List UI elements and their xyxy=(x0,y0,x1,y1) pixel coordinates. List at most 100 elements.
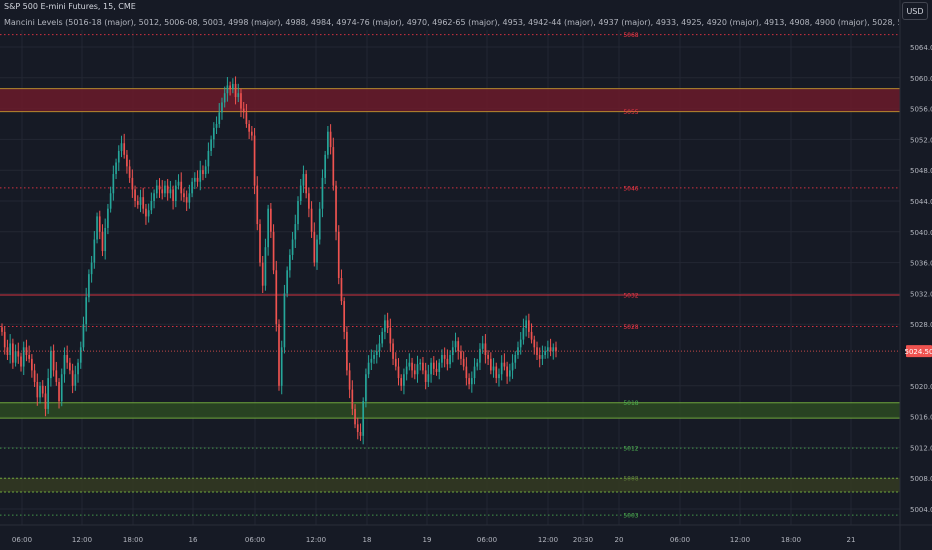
candle-body xyxy=(340,278,343,302)
x-tick-label: 06:00 xyxy=(477,536,497,544)
candle-body xyxy=(231,83,234,90)
candle-body xyxy=(20,356,22,367)
candle-body xyxy=(180,181,183,194)
candle-body xyxy=(210,139,212,151)
candle-body xyxy=(58,381,60,402)
candle-body xyxy=(305,174,307,194)
candle-body xyxy=(544,351,546,355)
candle-body xyxy=(297,201,299,225)
candle-body xyxy=(386,320,389,329)
candle-body xyxy=(191,181,193,194)
currency-button[interactable]: USD xyxy=(902,2,928,20)
x-tick-label: 06:00 xyxy=(670,536,690,544)
level-label: 5046 xyxy=(623,185,638,192)
candle-body xyxy=(158,185,161,190)
level-label: 5008 xyxy=(623,476,638,483)
candle-body xyxy=(22,347,25,367)
x-tick-label: 06:00 xyxy=(12,536,32,544)
candle-body xyxy=(519,339,522,348)
y-tick-label: 5044.00 xyxy=(910,198,932,206)
candle-body xyxy=(248,124,250,132)
x-tick-label: 12:00 xyxy=(730,536,750,544)
time-axis[interactable]: 06:00 12:00 18:00 16 06:00 12:00 18 19 06:00 12:0… xyxy=(0,524,932,544)
candle-body xyxy=(481,343,484,349)
candle-body xyxy=(479,348,481,363)
candle-body xyxy=(223,93,226,103)
candle-body xyxy=(98,216,101,232)
candle-body xyxy=(50,351,52,379)
candle-body xyxy=(541,355,544,359)
candle-body xyxy=(142,197,145,209)
level-label: 5068 xyxy=(623,32,638,39)
candle-body xyxy=(362,401,365,436)
candle-body xyxy=(343,301,346,332)
candle-body xyxy=(93,239,96,263)
candle-body xyxy=(408,362,411,367)
candle-body xyxy=(335,185,337,232)
candle-body xyxy=(294,224,297,240)
symbol-title[interactable]: S&P 500 E-mini Futures, 15, CME xyxy=(4,2,136,11)
candle-body xyxy=(60,374,63,402)
level-label: 5028 xyxy=(623,324,638,331)
candle-body xyxy=(1,327,3,332)
candle-body xyxy=(193,177,196,182)
candle-body xyxy=(52,351,55,371)
x-tick-label: 19 xyxy=(423,536,432,544)
candle-body xyxy=(552,347,555,352)
candle-body xyxy=(39,385,41,398)
candle-body xyxy=(462,358,465,367)
candle-body xyxy=(71,370,74,386)
candle-body xyxy=(316,239,318,263)
candle-body xyxy=(134,189,136,201)
candle-body xyxy=(419,362,422,365)
candle-body xyxy=(394,358,397,367)
candle-body xyxy=(514,355,517,363)
candle-body xyxy=(9,343,11,355)
y-tick-label: 5052.00 xyxy=(910,136,932,144)
x-tick-label: 18:00 xyxy=(781,536,801,544)
candle-body xyxy=(117,150,120,163)
candle-body xyxy=(185,197,188,203)
candle-body xyxy=(251,131,253,136)
indicator-legend[interactable]: Mancini Levels (5016-18 (major), 5012, 5… xyxy=(4,18,899,27)
candle-body xyxy=(202,170,204,175)
candle-body xyxy=(172,189,174,201)
candle-body xyxy=(275,270,278,325)
x-tick-label: 21 xyxy=(847,536,856,544)
y-tick-label: 5028.00 xyxy=(910,321,932,329)
candle-body xyxy=(373,355,375,359)
y-tick-label: 5048.00 xyxy=(910,167,932,175)
level-label: 5032 xyxy=(623,292,638,299)
candle-body xyxy=(432,362,435,369)
candle-body xyxy=(226,85,229,94)
level-label: 5055 xyxy=(623,109,638,116)
candle-body xyxy=(286,270,288,294)
candle-body xyxy=(389,328,392,344)
candle-body xyxy=(337,231,340,278)
candle-body xyxy=(384,320,386,332)
candle-body xyxy=(96,216,98,240)
candle-body xyxy=(74,374,77,386)
candle-body xyxy=(484,343,487,355)
candle-body xyxy=(332,147,335,186)
candle-body xyxy=(400,378,403,386)
candle-body xyxy=(443,355,446,359)
level-zone xyxy=(0,88,900,112)
candle-body xyxy=(454,341,457,348)
candle-body xyxy=(378,343,381,352)
candle-body xyxy=(308,193,310,209)
y-tick-label: 5012.00 xyxy=(910,444,932,452)
candle-body xyxy=(503,362,506,367)
last-price-tag: 5024.50 xyxy=(0,345,932,358)
candle-body xyxy=(33,370,36,382)
candle-body xyxy=(261,262,264,286)
candle-body xyxy=(321,177,324,209)
candle-body xyxy=(370,358,373,363)
candle-body xyxy=(310,208,313,232)
candle-body xyxy=(470,378,473,385)
price-axis[interactable]: 5064.00 5060.00 5056.00 5052.00 5048.00 5044.… xyxy=(899,0,932,550)
candle-body xyxy=(492,366,495,371)
candle-body xyxy=(88,274,90,298)
candle-body xyxy=(299,185,302,201)
